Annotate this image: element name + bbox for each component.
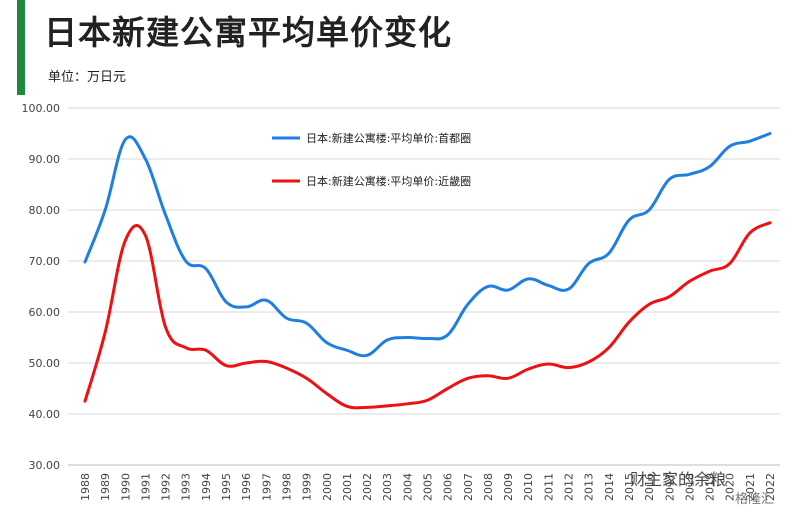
watermark-logo-text: 格隆汇 xyxy=(735,492,775,507)
y-axis-ticks: 30.00 40.00 50.00 60.00 70.00 80.00 90.00 100.0… xyxy=(22,102,61,472)
chart-series-lines xyxy=(83,132,772,410)
x-tick-label: 2001 xyxy=(341,473,354,501)
y-tick-label: 40.00 xyxy=(29,408,61,421)
watermark-text: 财主家的余粮 xyxy=(630,470,727,489)
x-tick-label: 1993 xyxy=(180,473,193,501)
x-tick-label: 2016 xyxy=(643,473,656,501)
x-tick-label: 2007 xyxy=(462,473,475,501)
x-tick-label: 2011 xyxy=(542,473,555,501)
x-tick-label: 2000 xyxy=(321,473,334,501)
y-tick-label: 30.00 xyxy=(29,459,61,472)
x-tick-label: 1999 xyxy=(301,473,314,501)
x-tick-label: 2015 xyxy=(623,473,636,501)
x-tick-label: 2004 xyxy=(401,473,414,501)
legend-label: 日本:新建公寓楼:平均单价:近畿圈 xyxy=(306,174,471,188)
x-axis-ticks: 1988 1989 1990 1991 1992 1993 1994 1995 1996 1997… xyxy=(79,473,777,501)
accent-bar xyxy=(17,0,25,95)
chart-gridlines xyxy=(68,107,780,466)
x-tick-label: 2012 xyxy=(563,473,576,501)
y-tick-label: 70.00 xyxy=(29,255,61,268)
x-tick-label: 2022 xyxy=(764,473,777,501)
legend-label: 日本:新建公寓楼:平均单价:首都圈 xyxy=(306,131,471,145)
x-tick-label: 1988 xyxy=(79,473,92,501)
y-tick-label: 90.00 xyxy=(29,153,61,166)
x-tick-label: 2002 xyxy=(361,473,374,501)
y-tick-label: 80.00 xyxy=(29,204,61,217)
x-tick-label: 1996 xyxy=(240,473,253,501)
x-tick-label: 2013 xyxy=(583,473,596,501)
x-tick-label: 2017 xyxy=(663,473,676,501)
x-tick-label: 2006 xyxy=(442,473,455,501)
x-tick-label: 2010 xyxy=(522,473,535,501)
x-tick-label: 2009 xyxy=(502,473,515,501)
x-tick-label: 2020 xyxy=(724,473,737,501)
x-tick-label: 1992 xyxy=(160,473,173,501)
x-tick-label: 1990 xyxy=(119,473,132,501)
x-tick-label: 2019 xyxy=(704,473,717,501)
y-tick-label: 100.00 xyxy=(22,102,61,115)
page-title: 日本新建公寓平均单价变化 xyxy=(44,13,452,52)
x-tick-label: 1991 xyxy=(139,473,152,501)
series-line-kinki-region xyxy=(83,221,772,410)
x-tick-label: 2021 xyxy=(744,473,757,501)
x-tick-label: 2008 xyxy=(482,473,495,501)
x-tick-label: 2003 xyxy=(381,473,394,501)
x-tick-label: 2014 xyxy=(603,473,616,501)
x-tick-label: 1994 xyxy=(200,473,213,501)
unit-label: 单位：万日元 xyxy=(48,70,127,85)
x-tick-label: 1995 xyxy=(220,473,233,501)
x-tick-label: 2018 xyxy=(683,473,696,501)
series-line-capital-region xyxy=(83,132,772,358)
x-tick-label: 1998 xyxy=(280,473,293,501)
x-tick-label: 1997 xyxy=(260,473,273,501)
y-tick-label: 60.00 xyxy=(29,306,61,319)
x-tick-label: 2005 xyxy=(422,473,435,501)
y-tick-label: 50.00 xyxy=(29,357,61,370)
x-tick-label: 1989 xyxy=(99,473,112,501)
